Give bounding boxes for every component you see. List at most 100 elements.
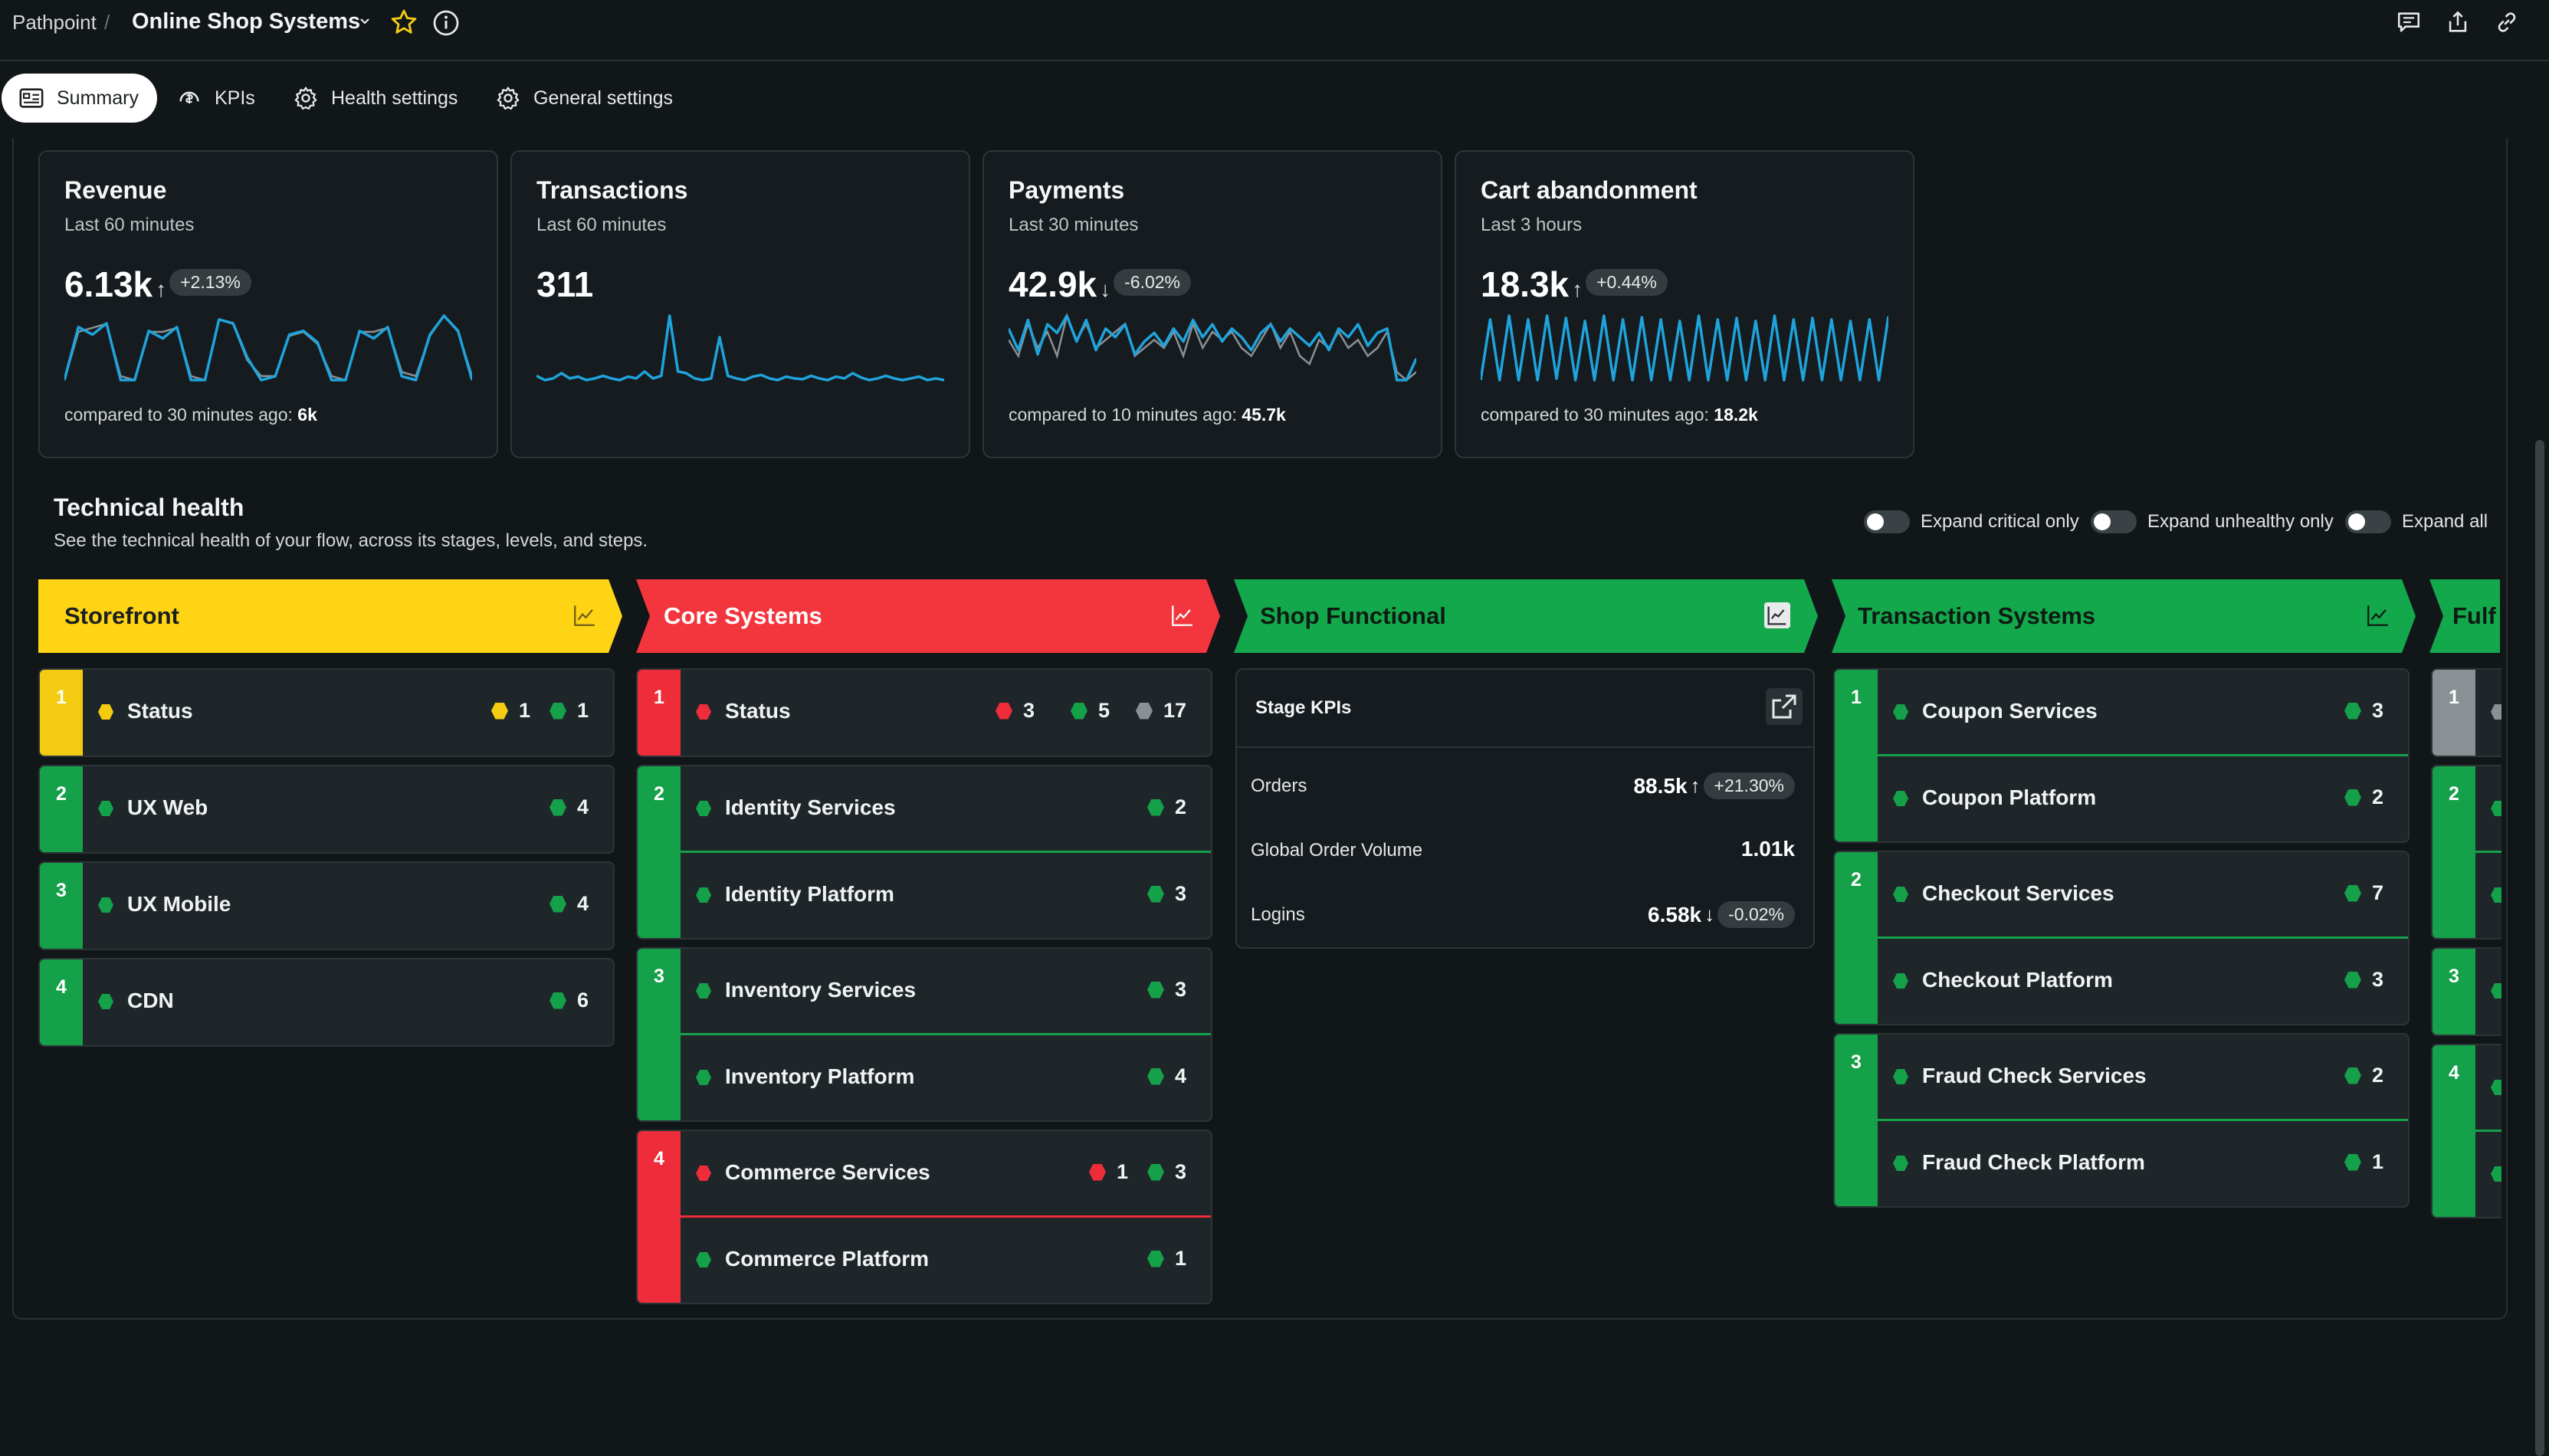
open-external-button[interactable] [1766, 688, 1803, 725]
toggle-expand-unhealthy[interactable]: Expand unhealthy only [2091, 510, 2334, 533]
step-row[interactable]: Fraud Check Platform 1 [1878, 1119, 2408, 1205]
level-card[interactable]: 3 [2431, 947, 2501, 1036]
step-row[interactable]: Identity Platform 3 [681, 851, 1211, 937]
kpi-compare: compared to 10 minutes ago: 45.7k [1009, 405, 1286, 425]
toggle-expand-critical[interactable]: Expand critical only [1864, 510, 2079, 533]
step-row[interactable] [2475, 1130, 2501, 1216]
step-row[interactable] [2475, 670, 2501, 754]
chart-icon[interactable] [572, 602, 598, 628]
level-card[interactable]: 1 Status 1 1 [38, 668, 615, 757]
step-row[interactable]: Identity Services 2 [681, 766, 1211, 851]
step-row[interactable]: Commerce Services 1 3 [681, 1131, 1211, 1215]
level-card[interactable]: 1 Coupon Services 3 Coupon Platform 2 [1833, 668, 2410, 843]
chevron-down-icon[interactable] [357, 14, 372, 29]
step-row[interactable]: UX Mobile 4 [83, 863, 613, 947]
info-icon[interactable] [432, 9, 460, 37]
count-badge: 6 [549, 989, 589, 1012]
level-card[interactable]: 2 [2431, 765, 2501, 940]
step-row[interactable]: CDN 6 [83, 959, 613, 1044]
page-title[interactable]: Online Shop Systems [132, 9, 361, 34]
count-value: 4 [576, 795, 589, 818]
level-card[interactable]: 2 Checkout Services 7 Checkout Platform … [1833, 851, 2410, 1025]
level-card[interactable]: 4 CDN 6 [38, 958, 615, 1047]
step-row[interactable]: Status 3 5 17 [681, 670, 1211, 754]
kpi-card-revenue[interactable]: Revenue Last 60 minutes 6.13k ↑ +2.13% com… [38, 150, 498, 458]
scrollbar[interactable] [2531, 138, 2549, 1456]
step-row[interactable]: Inventory Platform 4 [681, 1033, 1211, 1120]
step-row[interactable]: Commerce Platform 1 [681, 1215, 1211, 1302]
status-dot [696, 983, 711, 999]
chart-icon[interactable] [1764, 602, 1790, 628]
level-card[interactable]: 1 [2431, 668, 2501, 757]
current-series-line [1481, 314, 1888, 382]
stage-header-shop-functional[interactable]: Shop Functional [1234, 579, 1818, 653]
level-card[interactable]: 3 Inventory Services 3 Inventory Platfor… [636, 947, 1212, 1122]
kpi-card-payments[interactable]: Payments Last 30 minutes 42.9k ↓ -6.02% co… [983, 150, 1442, 458]
kpi-sparkline [536, 314, 944, 382]
stage-name: Shop Functional [1260, 602, 1446, 629]
step-row[interactable] [2475, 949, 2501, 1033]
stage-header-fulfillment[interactable]: Fulf [2429, 579, 2500, 653]
toggle-switch[interactable] [1864, 510, 1910, 533]
count-value: 1 [1174, 1247, 1186, 1270]
kpi-value: 6.13k [64, 264, 153, 304]
toggle-switch[interactable] [2345, 510, 2391, 533]
count-badge: 2 [2344, 785, 2383, 809]
step-row[interactable]: Inventory Services 3 [681, 949, 1211, 1033]
hex-icon [1147, 799, 1164, 816]
step-row[interactable] [2475, 1045, 2501, 1130]
kpi-card-cart-abandonment[interactable]: Cart abandonment Last 3 hours 18.3k ↑ +0.4… [1455, 150, 1914, 458]
level-strip [2433, 670, 2475, 756]
toggle-switch[interactable] [2091, 510, 2137, 533]
stage-header-transaction-systems[interactable]: Transaction Systems [1832, 579, 2416, 653]
star-icon[interactable] [389, 8, 418, 37]
share-icon[interactable] [2445, 9, 2471, 35]
stage-header-bg [1234, 579, 1818, 653]
step-row[interactable]: Fraud Check Services 2 [1878, 1035, 2408, 1119]
chart-icon[interactable] [1170, 602, 1196, 628]
stage-kpi-name: Global Order Volume [1251, 840, 1423, 861]
stage-header-core-systems[interactable]: Core Systems [636, 579, 1220, 653]
tab-general-settings[interactable]: General settings [495, 74, 673, 123]
tab-kpis[interactable]: KPIs [176, 74, 255, 123]
tab-health-settings[interactable]: Health settings [293, 74, 458, 123]
level-number: 2 [1851, 869, 1862, 890]
step-row[interactable]: Checkout Platform 3 [1878, 936, 2408, 1023]
status-dot [98, 704, 113, 720]
breadcrumb-separator: / [104, 11, 110, 34]
tab-summary[interactable]: Summary [2, 74, 157, 123]
scrollbar-thumb[interactable] [2535, 440, 2544, 1456]
step-row[interactable]: Coupon Services 3 [1878, 670, 2408, 754]
level-card[interactable]: 3 Fraud Check Services 2 Fraud Check Pla… [1833, 1033, 2410, 1208]
level-card[interactable]: 4 [2431, 1044, 2501, 1218]
step-label: Coupon Platform [1922, 785, 2097, 809]
feedback-icon[interactable] [2396, 9, 2422, 35]
toggle-expand-all[interactable]: Expand all [2345, 510, 2488, 533]
stage-header-bg [1832, 579, 2416, 653]
stage-name: Transaction Systems [1858, 602, 2096, 629]
step-row[interactable] [2475, 851, 2501, 937]
step-row[interactable]: Checkout Services 7 [1878, 852, 2408, 936]
kpi-card-transactions[interactable]: Transactions Last 60 minutes 311 [510, 150, 970, 458]
step-row[interactable]: UX Web 4 [83, 766, 613, 851]
breadcrumb[interactable]: Pathpoint [12, 11, 97, 34]
step-row[interactable]: Coupon Platform 2 [1878, 754, 2408, 841]
step-row[interactable]: Status 1 1 [83, 670, 613, 754]
level-number: 3 [654, 966, 664, 987]
level-card[interactable]: 3 UX Mobile 4 [38, 861, 615, 950]
kpi-compare: compared to 30 minutes ago: 18.2k [1481, 405, 1758, 425]
step-label: Status [127, 699, 193, 723]
stage-header-storefront[interactable]: Storefront [38, 579, 622, 653]
level-card[interactable]: 2 Identity Services 2 Identity Platform … [636, 765, 1212, 940]
level-card[interactable]: 2 UX Web 4 [38, 765, 615, 854]
stage-kpi-value-group: 6.58k ↓ -0.02% [1648, 901, 1795, 928]
level-card[interactable]: 1 Status 3 5 17 [636, 668, 1212, 757]
status-dot [696, 704, 711, 720]
count-value: 3 [1022, 699, 1035, 722]
hex-icon [995, 702, 1012, 720]
chart-icon[interactable] [2365, 602, 2391, 628]
level-card[interactable]: 4 Commerce Services 1 3 Commerce Platfor… [636, 1130, 1212, 1304]
link-icon[interactable] [2494, 9, 2520, 35]
step-row[interactable] [2475, 766, 2501, 851]
status-dot [2491, 983, 2501, 999]
